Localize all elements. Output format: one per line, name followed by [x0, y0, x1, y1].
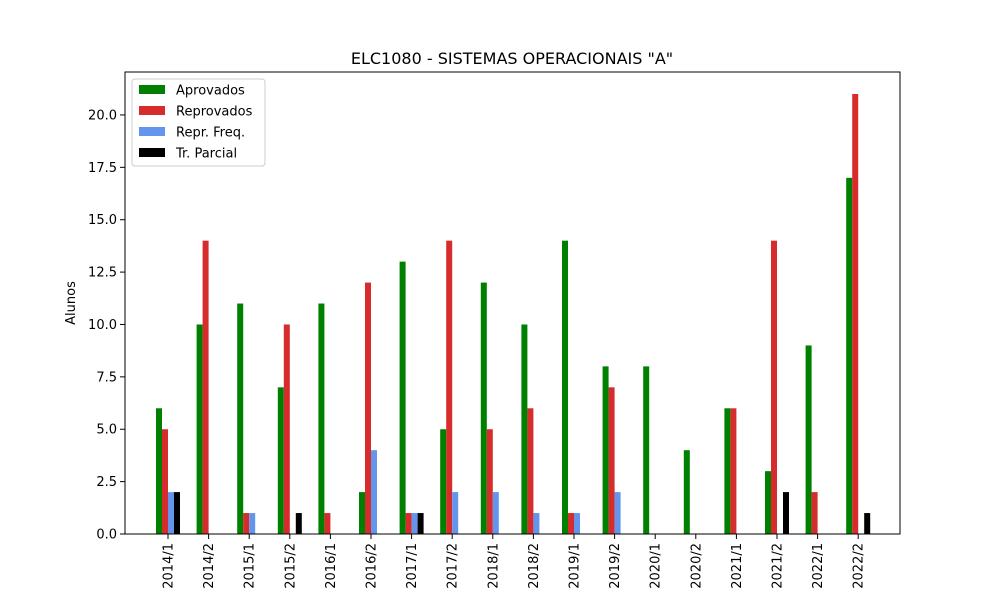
bar-repr-freq--2017-1 — [411, 513, 418, 534]
bar-repr-freq--2014-1 — [168, 492, 174, 534]
bar-reprovados-2019-2 — [608, 387, 615, 534]
x-tick-label: 2022/1 — [811, 543, 826, 589]
bar-aprovados-2015-1 — [237, 303, 244, 534]
bar-reprovados-2015-2 — [283, 324, 290, 534]
x-tick-label: 2021/2 — [771, 543, 786, 589]
bar-tr-parcial-2014-1 — [174, 492, 180, 534]
legend-box — [131, 78, 266, 167]
bar-aprovados-2014-2 — [196, 324, 203, 534]
bar-repr-freq--2017-2 — [452, 492, 459, 534]
bar-reprovados-2017-2 — [446, 240, 453, 534]
bars-group — [156, 94, 871, 535]
y-axis: 0.0 2.5 5.0 7.5 10.0 12.5 15.0 17.5 20.0 — [88, 108, 125, 543]
bar-aprovados-2020-2 — [683, 450, 690, 534]
x-tick-label: 2015/2 — [283, 543, 298, 589]
bar-reprovados-2022-2 — [852, 94, 859, 534]
bar-aprovados-2014-1 — [156, 408, 162, 534]
bar-tr-parcial-2017-1 — [417, 513, 424, 534]
x-tick-label: 2020/2 — [689, 543, 704, 589]
bar-reprovados-2017-1 — [405, 513, 412, 534]
chart-title: ELC1080 - SISTEMAS OPERACIONAIS "A" — [351, 49, 673, 68]
bar-aprovados-2019-2 — [602, 366, 609, 534]
y-tick-label: 0.0 — [96, 528, 117, 543]
x-tick-label: 2017/1 — [405, 543, 420, 589]
bar-repr-freq--2018-2 — [533, 513, 540, 534]
bar-aprovados-2015-2 — [277, 387, 284, 534]
x-axis: 2014/1 2014/2 2015/1 2015/2 2016/1 2016/2 2017… — [162, 534, 867, 589]
bar-aprovados-2017-2 — [440, 429, 447, 534]
y-tick-label: 7.5 — [96, 370, 117, 385]
bar-reprovados-2021-1 — [730, 408, 737, 534]
x-tick-label: 2018/1 — [486, 543, 501, 589]
legend-label: Tr. Parcial — [175, 147, 237, 162]
legend-swatch — [139, 148, 165, 157]
bar-reprovados-2019-1 — [568, 513, 574, 534]
bar-reprovados-2015-1 — [243, 513, 250, 534]
bar-repr-freq--2019-2 — [614, 492, 621, 534]
bar-aprovados-2018-2 — [521, 324, 528, 534]
bar-reprovados-2021-2 — [771, 240, 777, 534]
x-tick-label: 2019/1 — [568, 543, 583, 589]
x-tick-label: 2022/2 — [852, 543, 867, 589]
y-tick-label: 15.0 — [88, 213, 117, 228]
bar-aprovados-2022-1 — [805, 345, 812, 534]
bar-aprovados-2022-2 — [846, 177, 853, 535]
x-tick-label: 2014/2 — [202, 543, 217, 589]
bar-aprovados-2016-2 — [359, 492, 365, 534]
legend-swatch — [139, 127, 165, 136]
bar-reprovados-2016-1 — [324, 513, 331, 534]
bar-reprovados-2018-2 — [527, 408, 534, 534]
y-axis-label: Alunos — [64, 281, 79, 325]
bar-aprovados-2017-1 — [399, 261, 406, 534]
bar-tr-parcial-2021-2 — [783, 492, 789, 534]
plot-frame — [124, 71, 901, 535]
bar-reprovados-2022-1 — [811, 492, 818, 534]
legend-label: Aprovados — [176, 84, 245, 99]
x-tick-label: 2017/2 — [446, 543, 461, 589]
y-tick-label: 17.5 — [88, 161, 117, 176]
bar-aprovados-2021-1 — [724, 408, 731, 534]
bar-tr-parcial-2015-2 — [295, 513, 302, 534]
bar-aprovados-2016-1 — [318, 303, 325, 534]
legend: Aprovados Reprovados Repr. Freq. Tr. Parcia… — [131, 78, 266, 167]
x-tick-label: 2020/1 — [649, 543, 664, 589]
x-tick-label: 2015/1 — [243, 543, 258, 589]
y-tick-label: 20.0 — [88, 108, 117, 123]
x-tick-label: 2014/1 — [162, 543, 177, 589]
bar-reprovados-2014-1 — [162, 429, 168, 534]
x-tick-label: 2021/1 — [730, 543, 745, 589]
bar-aprovados-2021-2 — [765, 471, 771, 534]
bar-reprovados-2016-2 — [365, 282, 371, 534]
bar-aprovados-2018-1 — [480, 282, 487, 534]
y-tick-label: 2.5 — [96, 475, 117, 490]
x-tick-label: 2016/2 — [365, 543, 380, 589]
x-tick-label: 2018/2 — [527, 543, 542, 589]
bar-repr-freq--2016-2 — [371, 450, 377, 534]
legend-swatch — [139, 85, 165, 94]
bar-aprovados-2019-1 — [562, 240, 568, 534]
y-tick-label: 10.0 — [88, 318, 117, 333]
y-tick-label: 5.0 — [96, 423, 117, 438]
x-tick-label: 2019/2 — [608, 543, 623, 589]
x-tick-label: 2016/1 — [324, 543, 339, 589]
bar-repr-freq--2018-1 — [492, 492, 499, 534]
y-tick-label: 12.5 — [88, 266, 117, 281]
bar-reprovados-2018-1 — [486, 429, 493, 534]
bar-aprovados-2020-1 — [643, 366, 650, 534]
bar-tr-parcial-2022-2 — [864, 513, 871, 534]
legend-label: Reprovados — [176, 105, 253, 120]
legend-swatch — [139, 106, 165, 115]
bar-repr-freq--2019-1 — [574, 513, 580, 534]
bar-reprovados-2014-2 — [202, 240, 209, 534]
legend-label: Repr. Freq. — [176, 126, 245, 141]
bar-repr-freq--2015-1 — [249, 513, 256, 534]
